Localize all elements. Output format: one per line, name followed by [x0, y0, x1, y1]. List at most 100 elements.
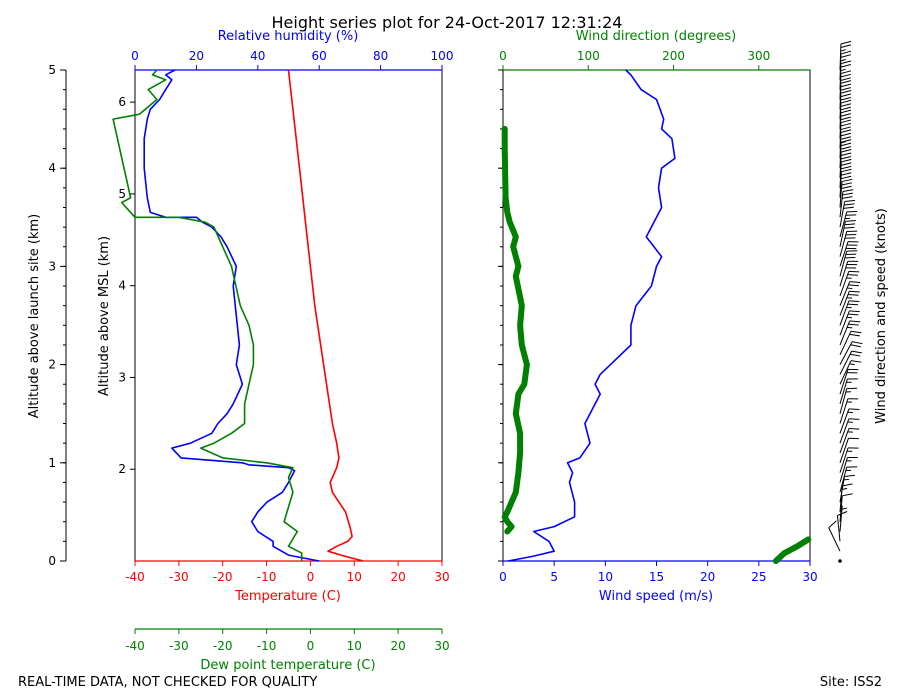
wind-barb-shaft	[839, 291, 850, 316]
wind-barb-flag	[840, 106, 851, 111]
agl-tick-label: 0	[48, 554, 56, 568]
wind-barb-shaft	[839, 231, 848, 257]
wind-barb-flag	[840, 156, 852, 160]
wind-barb-flag	[848, 293, 859, 296]
wind-speed-tick-label: 10	[598, 570, 613, 584]
wind-barb-shaft	[839, 476, 846, 503]
wind-barb-shaft	[839, 181, 843, 208]
wind-speed-axis-label: Wind speed (m/s)	[599, 589, 713, 604]
wind-barb	[839, 398, 859, 424]
humidity-tick-label: 20	[189, 49, 204, 63]
wind-barb-flag	[840, 80, 852, 84]
wind-barb-shaft	[839, 505, 843, 532]
wind-barb-shaft	[839, 331, 852, 355]
humidity-tick-label: 80	[373, 49, 388, 63]
wind-barb-flag	[843, 226, 855, 229]
wind-barb-flag	[840, 50, 852, 55]
wind-barb-flag	[840, 122, 852, 127]
wind-barb-flag	[848, 284, 859, 287]
msl-tick-label: 3	[118, 370, 126, 384]
wind-barb	[839, 350, 862, 375]
panel2-frame	[502, 69, 811, 562]
wind-barb	[839, 199, 856, 228]
dewpoint-tick-label: 0	[307, 639, 315, 653]
wind-barb-flag	[848, 313, 859, 316]
wind-barb-flag	[840, 146, 852, 150]
wind-barb-flag	[840, 96, 851, 101]
wind-barb-shaft	[839, 418, 850, 444]
wind-barb	[839, 310, 860, 336]
wind-barb	[839, 189, 854, 218]
wind-barb	[839, 260, 859, 287]
wind-barb-flag	[840, 40, 852, 45]
wind-barb-flag	[844, 199, 856, 203]
series-temperature	[287, 69, 364, 562]
panel2-series	[501, 69, 812, 564]
wind-barb-flag	[828, 520, 837, 529]
wind-barb-shaft	[839, 388, 848, 414]
wind-barb-flag	[840, 129, 852, 133]
wind-panel: 0 5 10 15 20 25 300 100 200 300 Wind direction (d…	[498, 29, 818, 604]
wind-barb-flag	[849, 320, 861, 323]
wind-barb	[839, 428, 860, 454]
wind-barb-flag	[840, 165, 852, 170]
wind-barb-flag	[847, 303, 859, 306]
wind-barb	[839, 320, 861, 346]
msl-tick-label: 4	[118, 279, 126, 293]
msl-tick-label: 5	[118, 187, 126, 201]
panel1-frame	[134, 69, 443, 562]
wind-barb-flag	[849, 281, 861, 284]
wind-barb	[838, 559, 842, 563]
series-humidity	[143, 69, 320, 562]
wind-barb-flag	[850, 344, 861, 348]
temperature-tick-label: 20	[391, 570, 406, 584]
wind-barb-flag	[840, 64, 852, 68]
wind-barb-flag	[837, 511, 848, 516]
wind-barb-flag	[849, 333, 860, 337]
wind-barb-shaft	[839, 428, 850, 454]
wind-barb-flag	[840, 87, 851, 91]
panel1-series	[112, 69, 364, 562]
wind-barb-half-flag	[841, 507, 848, 510]
wind-barb-flag	[850, 330, 862, 334]
humidity-tick-label: 100	[431, 49, 454, 63]
wind-barb-half-flag	[840, 68, 846, 72]
wind-direction-tick-label: 0	[499, 49, 507, 63]
dewpoint-axis-label: Dew point temperature (C)	[200, 658, 375, 673]
wind-direction-tick-label: 300	[747, 49, 770, 63]
wind-barb-flag	[840, 60, 852, 65]
wind-barb-shaft	[839, 310, 850, 336]
wind-barb	[839, 300, 860, 326]
wind-barb	[839, 178, 853, 208]
wind-barb	[839, 250, 858, 277]
wind-barb-shaft	[839, 408, 850, 434]
barbs-axis-label: Wind direction and speed (knots)	[874, 208, 889, 424]
wind-barb-shaft	[839, 341, 853, 365]
wind-barb-flag	[843, 206, 854, 209]
wind-barb	[839, 330, 862, 355]
humidity-axis-label: Relative humidity (%)	[218, 29, 359, 44]
series-wind-direction	[772, 536, 812, 564]
dewpoint-tick-label: 30	[434, 639, 449, 653]
wind-barb-shaft	[836, 515, 841, 542]
wind-barb	[839, 466, 858, 493]
wind-barb-half-flag	[849, 363, 855, 366]
wind-barb-shaft	[839, 378, 848, 405]
agl-tick-label: 4	[48, 161, 56, 175]
wind-barb-shaft	[839, 250, 848, 277]
wind-barb	[839, 378, 858, 405]
wind-barb-half-flag	[840, 49, 846, 52]
wind-speed-tick-label: 0	[499, 570, 507, 584]
wind-barb-flag	[841, 149, 852, 153]
dewpoint-tick-label: -40	[125, 639, 145, 653]
msl-tick-label: 6	[118, 95, 126, 109]
wind-barb-half-flag	[841, 487, 848, 490]
wind-barb-flag	[840, 113, 852, 117]
wind-barb	[839, 387, 858, 414]
humidity-tick-label: 60	[312, 49, 327, 63]
wind-barb-flag	[840, 44, 852, 48]
wind-barb-flag	[840, 109, 852, 114]
wind-barb-shaft	[839, 495, 843, 522]
wind-barb	[839, 241, 859, 267]
wind-barb-flag	[840, 89, 852, 94]
